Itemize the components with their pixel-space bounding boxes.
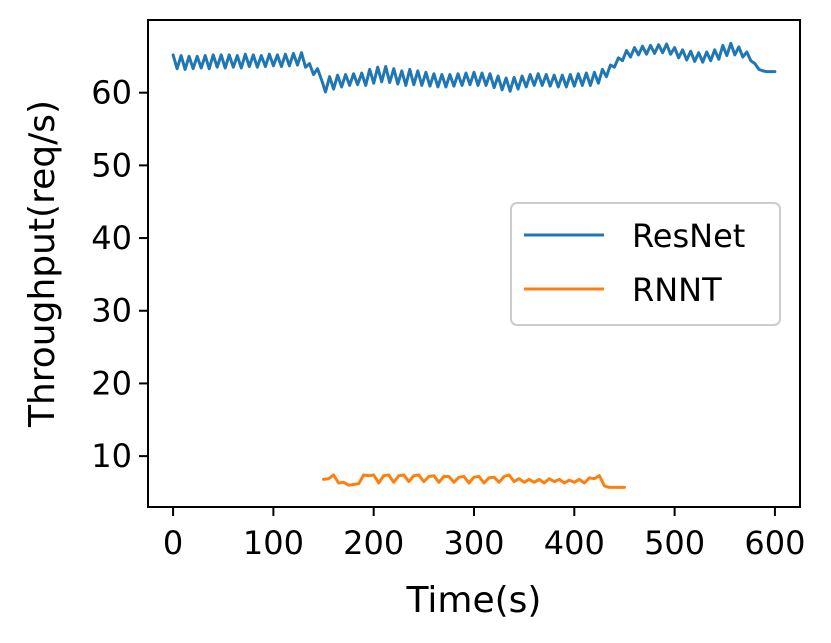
- y-tick-label: 30: [91, 292, 132, 330]
- series-line-resnet: [171, 41, 777, 94]
- legend-label-rnnt: RNNT: [632, 271, 722, 309]
- series-line-rnnt: [322, 473, 626, 489]
- x-tick-label: 400: [544, 524, 605, 562]
- x-tick-label: 0: [163, 524, 183, 562]
- y-tick-label: 10: [91, 437, 132, 475]
- y-tick-label: 50: [91, 146, 132, 184]
- axis-ticks: 0 100 200 300 400 500 600 10 20 30 40 50 60: [91, 74, 805, 562]
- plot-frame: [147, 19, 801, 508]
- x-tick-label: 500: [644, 524, 705, 562]
- x-tick-label: 600: [744, 524, 805, 562]
- y-tick-label: 40: [91, 219, 132, 257]
- y-tick-label: 20: [91, 364, 132, 402]
- x-axis-label: Time(s): [406, 580, 542, 621]
- x-tick-label: 100: [243, 524, 304, 562]
- legend-label-resnet: ResNet: [632, 217, 745, 255]
- y-axis-label: Throughput(req/s): [22, 100, 63, 428]
- series-lines: [171, 41, 777, 489]
- y-tick-label: 60: [91, 74, 132, 112]
- legend: ResNet RNNT: [510, 202, 781, 326]
- x-tick-label: 200: [343, 524, 404, 562]
- x-tick-label: 300: [443, 524, 504, 562]
